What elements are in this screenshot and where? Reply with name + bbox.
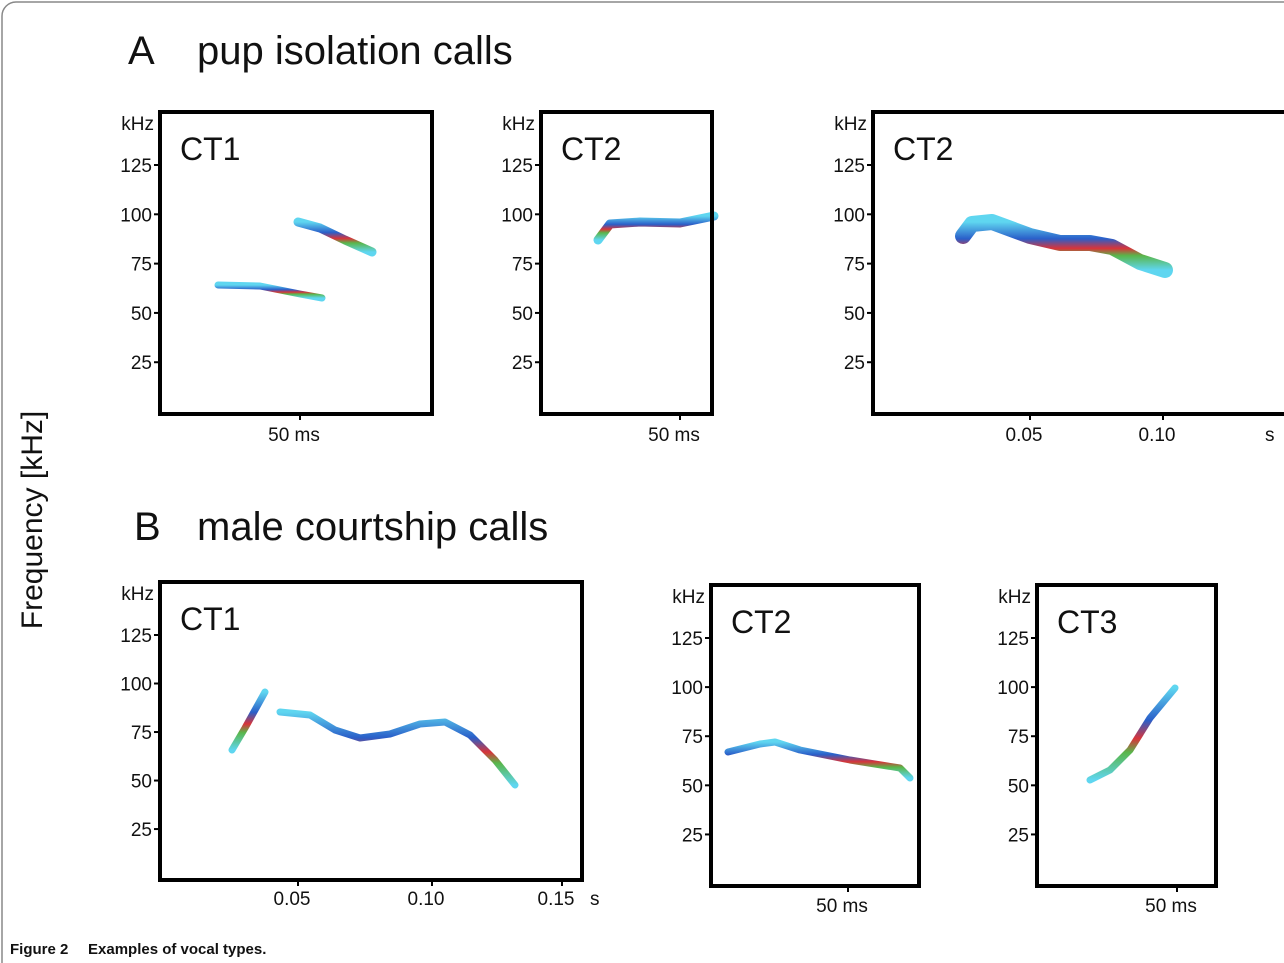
panel-label: CT2 bbox=[731, 604, 791, 640]
y-tick-label: 75 bbox=[844, 255, 865, 276]
y-unit: kHz bbox=[998, 587, 1031, 608]
y-tick-label: 125 bbox=[120, 156, 152, 177]
y-unit: kHz bbox=[672, 587, 705, 608]
call-trace bbox=[276, 708, 519, 789]
y-tick-label: 75 bbox=[131, 723, 152, 744]
x-tick-label: 0.15 bbox=[538, 889, 575, 910]
x-tick-label: 50 ms bbox=[816, 896, 868, 917]
x-tick-label: 50 ms bbox=[648, 425, 700, 446]
y-tick-label: 125 bbox=[997, 629, 1029, 650]
section-title: pup isolation calls bbox=[197, 29, 513, 73]
x-tick-label: 0.10 bbox=[1139, 425, 1176, 446]
call-trace bbox=[228, 688, 269, 754]
y-tick-label: 50 bbox=[131, 772, 152, 793]
y-unit: kHz bbox=[834, 114, 867, 135]
spectrograms bbox=[214, 211, 1179, 789]
y-tick-label: 50 bbox=[131, 304, 152, 325]
y-tick-label: 25 bbox=[131, 353, 152, 374]
y-tick-label: 25 bbox=[1008, 825, 1029, 846]
y-tick-label: 100 bbox=[997, 678, 1029, 699]
y-unit: kHz bbox=[121, 584, 154, 605]
y-tick-label: 25 bbox=[131, 820, 152, 841]
panel-label: CT1 bbox=[180, 131, 240, 167]
y-tick-label: 100 bbox=[671, 678, 703, 699]
panel-box bbox=[158, 580, 584, 882]
y-tick-label: 125 bbox=[120, 626, 152, 647]
x-tick-label: 50 ms bbox=[1145, 896, 1197, 917]
y-tick-label: 25 bbox=[844, 353, 865, 374]
call-trace bbox=[724, 738, 914, 782]
y-axis-label: Frequency [kHz] bbox=[16, 411, 49, 629]
x-tick-label: 0.05 bbox=[274, 889, 311, 910]
caption-text: Examples of vocal types. bbox=[88, 941, 266, 958]
section-letter: A bbox=[128, 29, 155, 73]
y-unit: kHz bbox=[502, 114, 535, 135]
y-tick-label: 125 bbox=[833, 156, 865, 177]
y-tick-label: 100 bbox=[120, 675, 152, 696]
y-tick-label: 75 bbox=[682, 727, 703, 748]
call-trace bbox=[214, 281, 326, 302]
y-tick-label: 100 bbox=[501, 205, 533, 226]
y-tick-label: 50 bbox=[844, 304, 865, 325]
x-unit: s bbox=[590, 889, 600, 910]
x-tick-label: 0.10 bbox=[408, 889, 445, 910]
section-letter: B bbox=[134, 505, 161, 549]
y-tick-label: 100 bbox=[120, 205, 152, 226]
panel-label: CT1 bbox=[180, 601, 240, 637]
y-tick-label: 75 bbox=[131, 255, 152, 276]
panel-label: CT2 bbox=[893, 131, 953, 167]
panel-label: CT2 bbox=[561, 131, 621, 167]
y-tick-label: 75 bbox=[1008, 727, 1029, 748]
y-unit: kHz bbox=[121, 114, 154, 135]
y-tick-label: 50 bbox=[682, 776, 703, 797]
call-trace bbox=[1086, 684, 1179, 784]
x-unit: s bbox=[1265, 425, 1275, 446]
y-tick-label: 25 bbox=[512, 353, 533, 374]
y-tick-label: 75 bbox=[512, 255, 533, 276]
y-tick-label: 25 bbox=[682, 825, 703, 846]
panel-label: CT3 bbox=[1057, 604, 1117, 640]
y-tick-label: 125 bbox=[501, 156, 533, 177]
call-trace bbox=[955, 214, 1173, 278]
section-title: male courtship calls bbox=[197, 505, 548, 549]
y-tick-label: 100 bbox=[833, 205, 865, 226]
y-tick-label: 125 bbox=[671, 629, 703, 650]
x-tick-label: 50 ms bbox=[268, 425, 320, 446]
y-tick-label: 50 bbox=[512, 304, 533, 325]
x-tick-label: 0.05 bbox=[1006, 425, 1043, 446]
caption-label: Figure 2 bbox=[10, 941, 68, 958]
y-tick-label: 50 bbox=[1008, 776, 1029, 797]
call-trace bbox=[593, 211, 719, 245]
call-trace bbox=[293, 217, 377, 257]
